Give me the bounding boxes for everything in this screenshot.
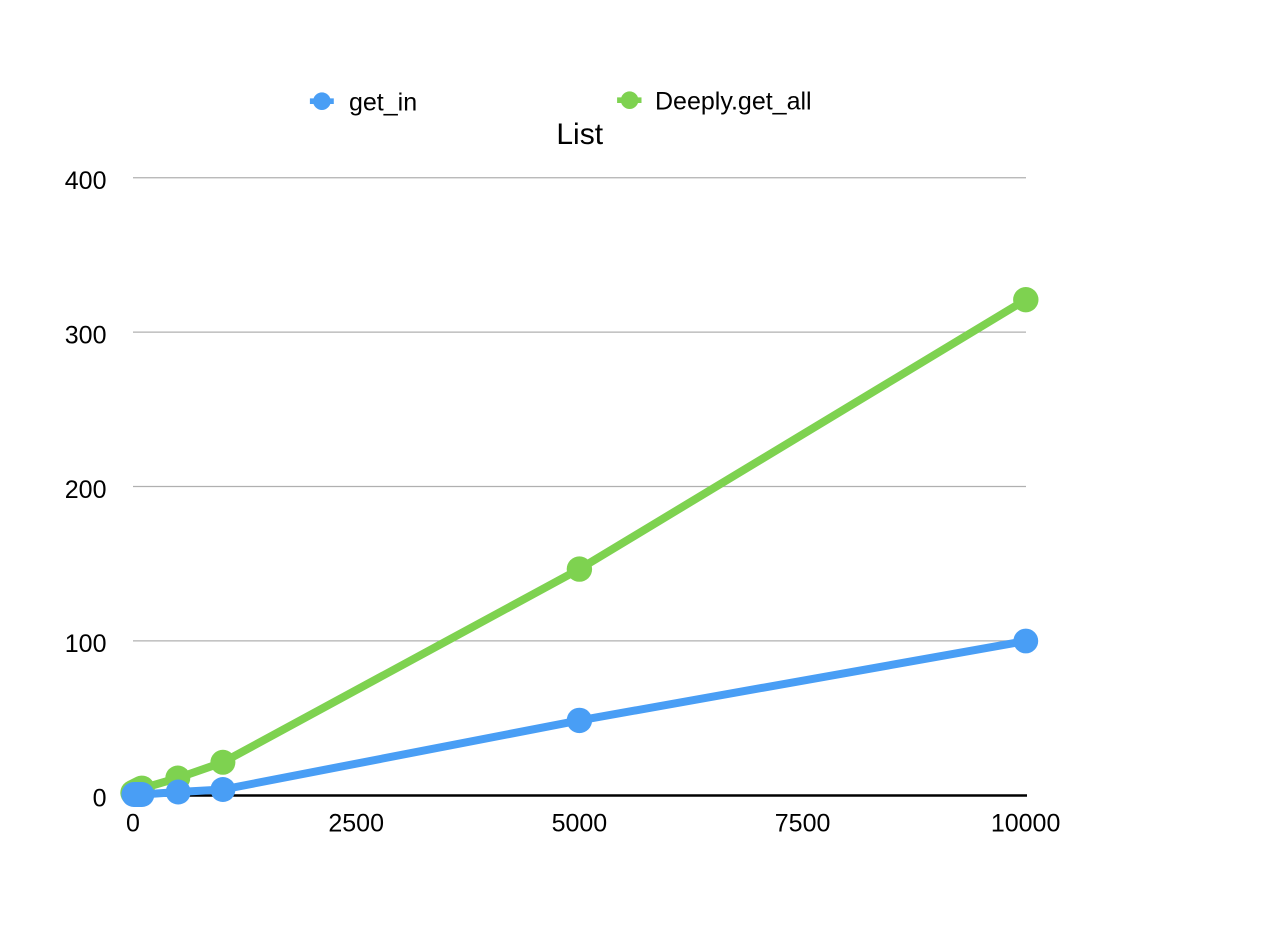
svg-text:2500: 2500 (328, 809, 384, 837)
svg-text:200: 200 (65, 476, 107, 504)
svg-text:0: 0 (126, 809, 140, 837)
svg-text:0: 0 (93, 784, 107, 812)
svg-text:List: List (556, 118, 603, 151)
svg-text:10000: 10000 (991, 809, 1061, 837)
svg-text:300: 300 (65, 321, 107, 349)
svg-text:100: 100 (65, 630, 107, 658)
svg-text:5000: 5000 (552, 809, 608, 837)
svg-text:Deeply.get_all: Deeply.get_all (655, 87, 812, 115)
svg-text:400: 400 (65, 167, 107, 195)
svg-text:7500: 7500 (775, 809, 831, 837)
svg-text:get_in: get_in (349, 88, 417, 116)
